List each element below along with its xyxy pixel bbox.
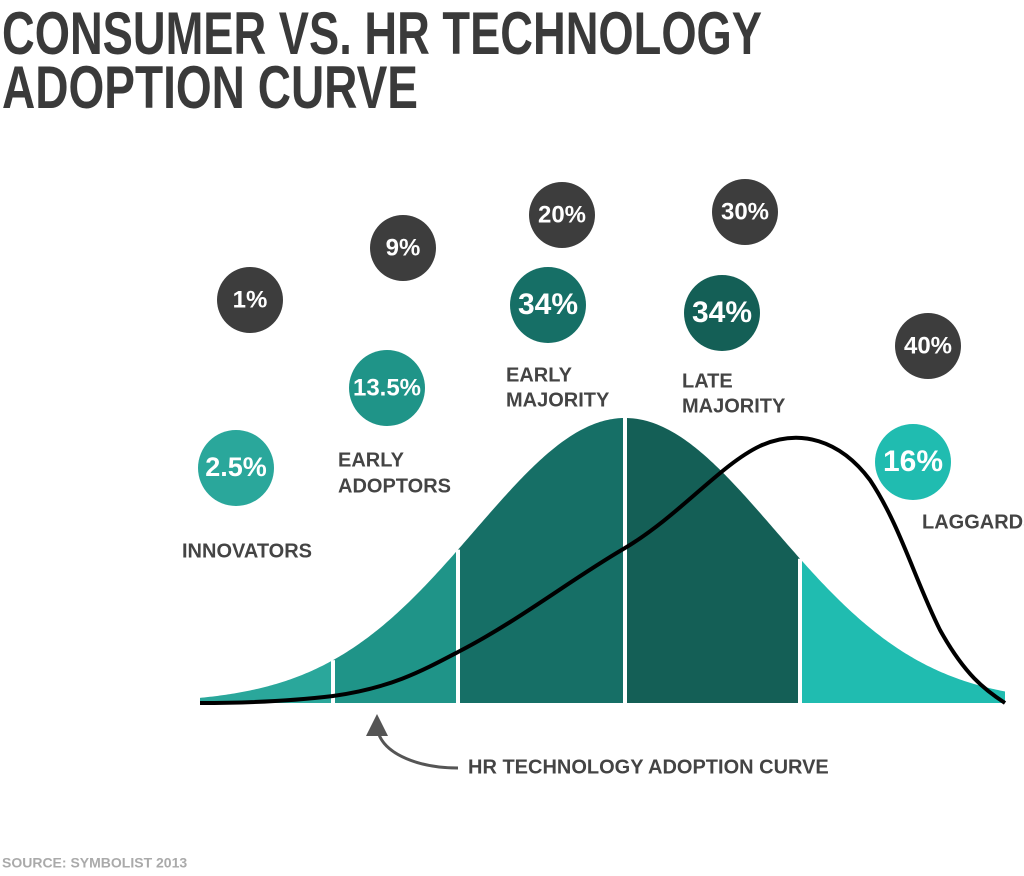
source: SOURCE: SYMBOLIST 2013: [2, 855, 187, 871]
title: CONSUMER VS. HR TECHNOLOGY: [2, 0, 762, 67]
bell-curve: [200, 418, 1005, 703]
hr-percent: 40%: [904, 332, 952, 359]
consumer-percent: 2.5%: [205, 452, 267, 482]
bell-segment: [458, 418, 625, 703]
consumer-circle: [510, 267, 586, 343]
hr-percent: 20%: [538, 201, 586, 228]
hr-curve-label: HR TECHNOLOGY ADOPTION CURVE: [468, 756, 829, 778]
consumer-percent: 34%: [692, 296, 752, 329]
hr-circle: [529, 182, 595, 248]
hr-curve: [199, 435, 1007, 705]
consumer-circle: [684, 275, 760, 351]
segment-label: INNOVATORS: [182, 540, 312, 562]
hr-circle: [370, 215, 436, 281]
title: ADOPTION CURVE: [2, 54, 418, 121]
segment-label: LATE: [682, 370, 733, 392]
segment-label: LAGGARDS: [922, 511, 1024, 533]
arrow: [376, 731, 459, 770]
hr-percent: 1%: [233, 286, 268, 313]
segment-label: EARLY: [338, 449, 405, 471]
segment-label: MAJORITY: [506, 389, 610, 411]
arrow-head: [366, 714, 388, 736]
consumer-percent: 34%: [518, 288, 578, 321]
hr-circle: [712, 179, 778, 245]
bell-segment: [800, 558, 1005, 703]
consumer-circle: [349, 350, 425, 426]
consumer-circle: [875, 424, 951, 500]
bell-segment: [625, 418, 800, 703]
consumer-percent: 16%: [883, 445, 943, 478]
hr-circle: [217, 267, 283, 333]
segment-label: MAJORITY: [682, 395, 786, 417]
consumer-percent: 13.5%: [353, 374, 421, 401]
consumer-circle: [198, 430, 274, 506]
bell-segment: [200, 660, 333, 703]
bell-segment: [333, 549, 458, 703]
hr-percent: 9%: [386, 234, 421, 261]
hr-percent: 30%: [721, 198, 769, 225]
segment-label: ADOPTORS: [338, 475, 451, 497]
segment-label: EARLY: [506, 364, 573, 386]
hr-circle: [895, 313, 961, 379]
